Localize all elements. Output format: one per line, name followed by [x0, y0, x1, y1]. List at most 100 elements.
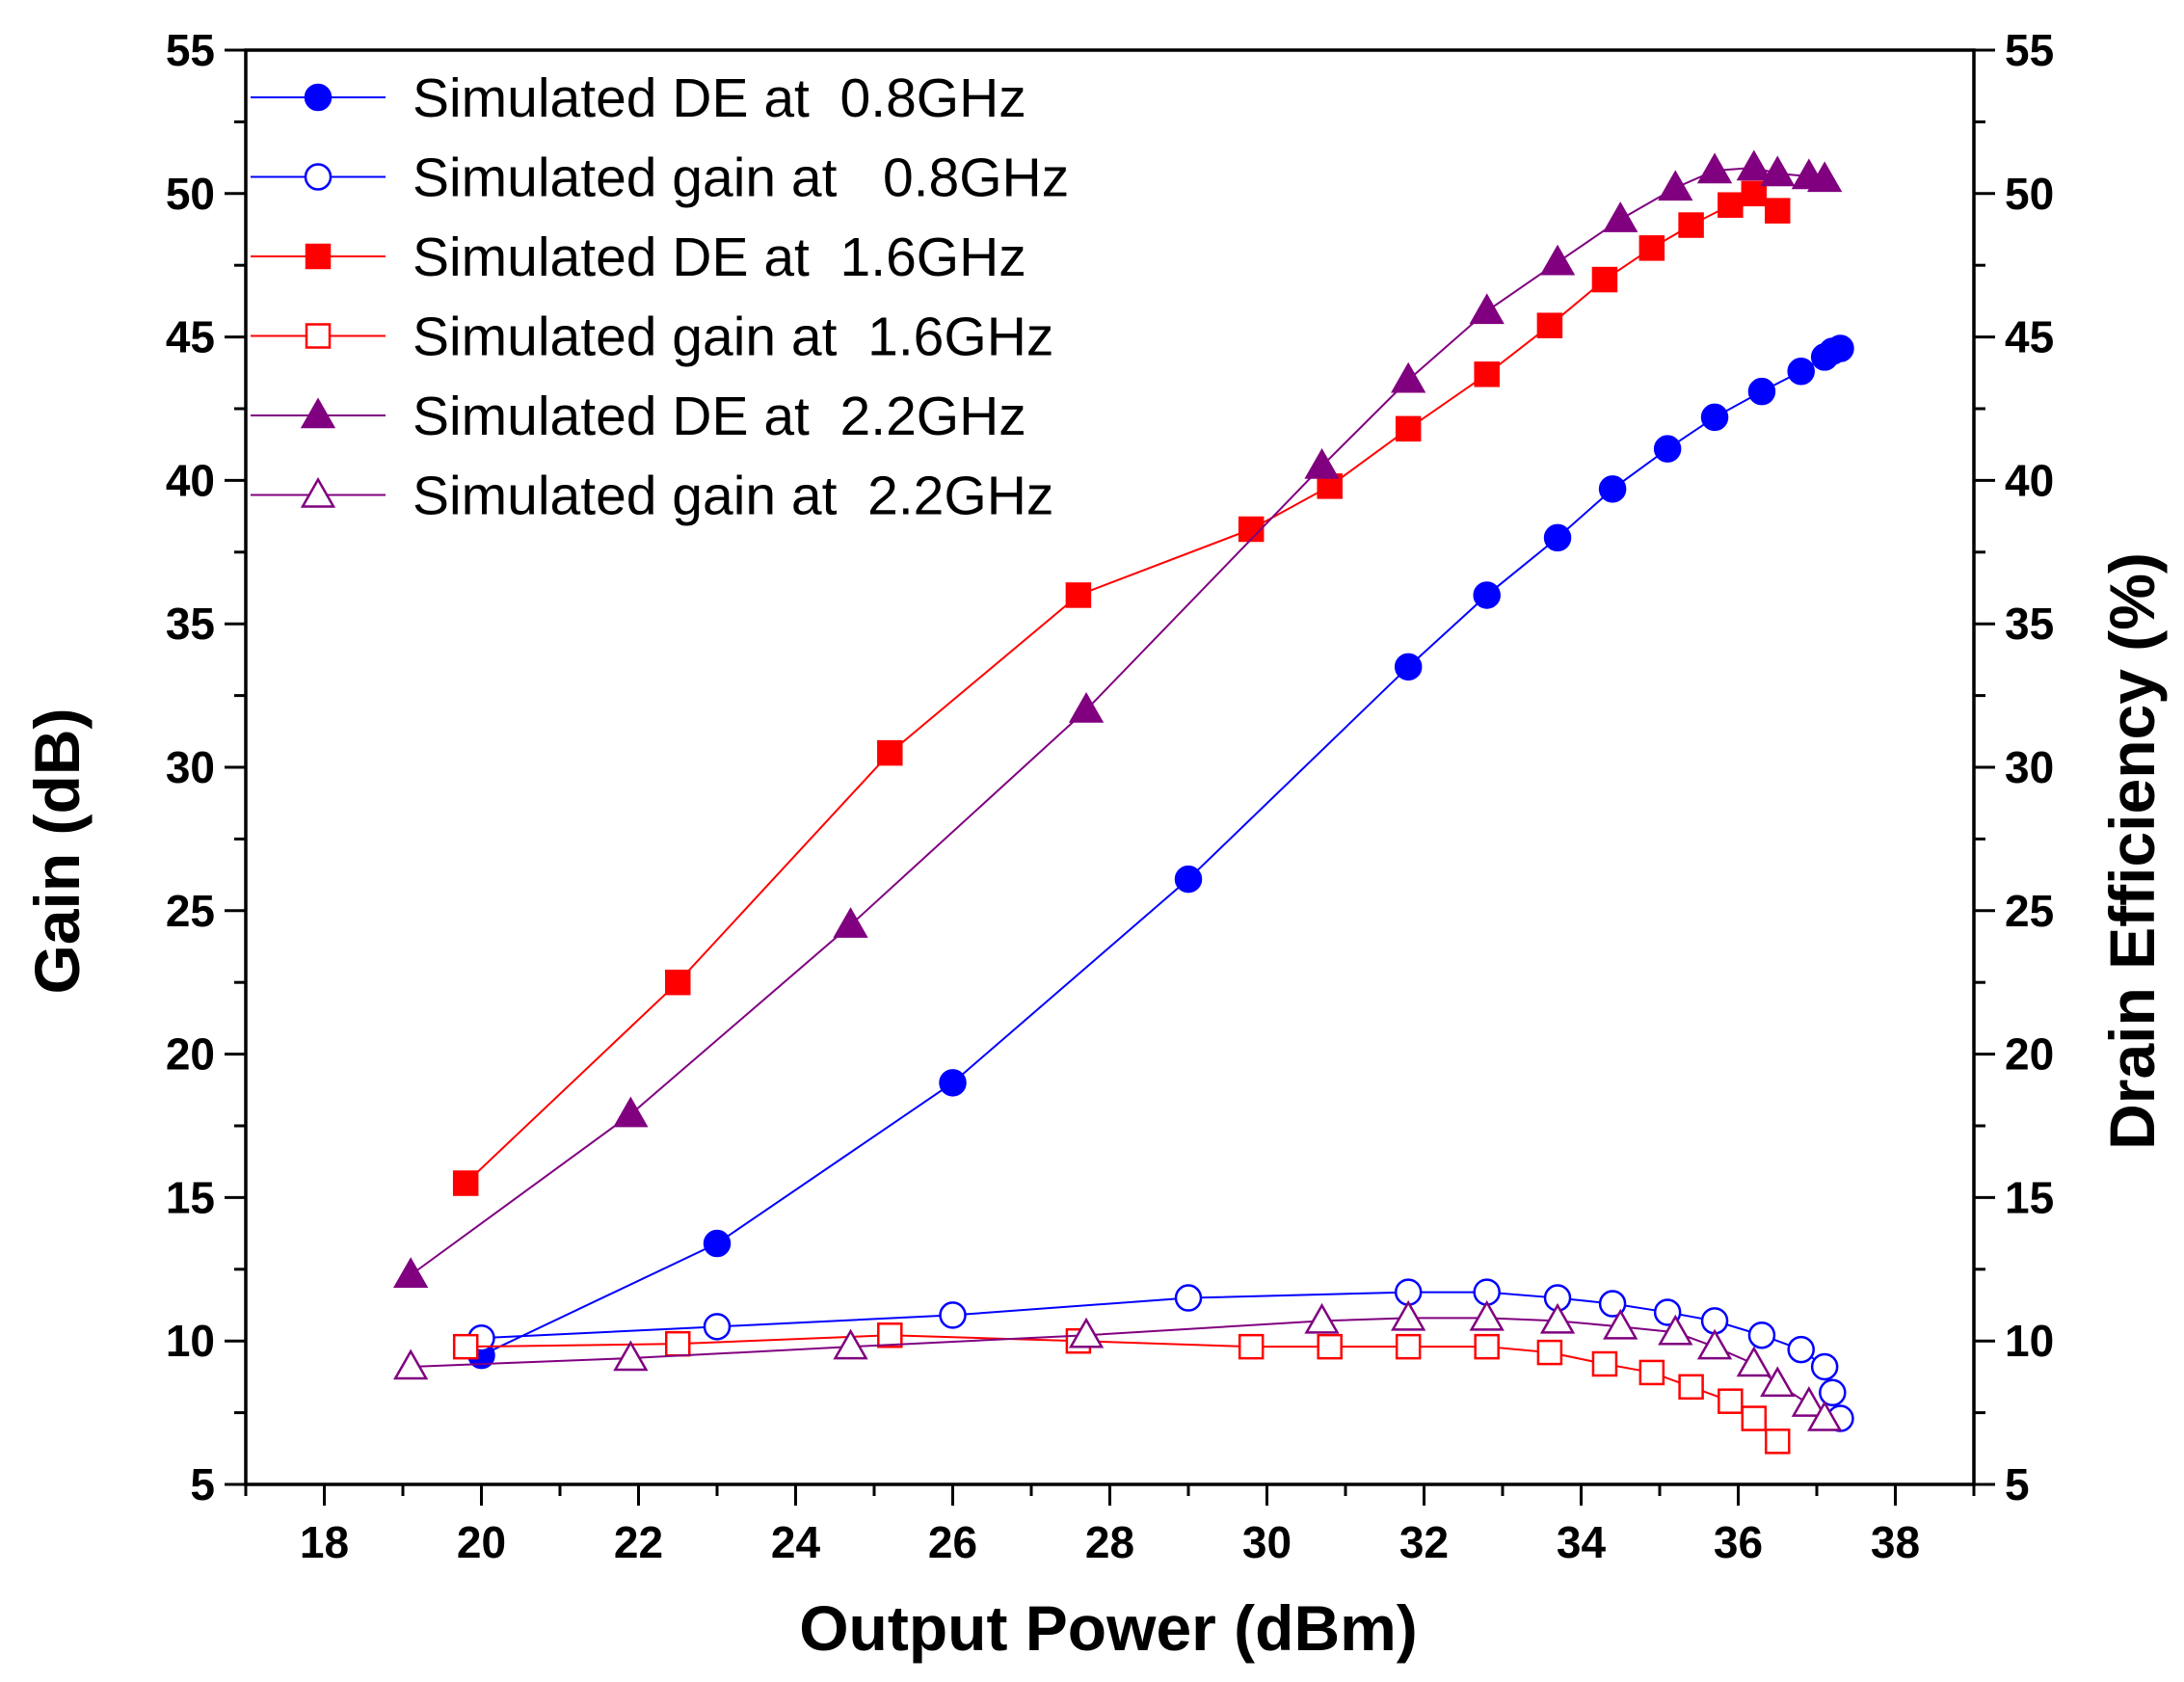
legend-item: Simulated gain at 0.8GHz: [251, 147, 1069, 209]
data-point: [1791, 1386, 1827, 1417]
data-point: [1787, 1335, 1815, 1364]
data-point: [1469, 1299, 1505, 1331]
data-point: [1536, 312, 1563, 338]
data-point: [1543, 523, 1572, 552]
data-point: [1638, 235, 1665, 261]
data-point: [1598, 475, 1627, 503]
data-point: [1395, 1333, 1422, 1360]
data-point: [703, 1313, 732, 1341]
legend-item: Simulated gain at 1.6GHz: [251, 307, 1053, 368]
data-point: [1810, 1352, 1839, 1381]
data-point: [452, 1333, 479, 1360]
legend-marker: [304, 83, 333, 112]
data-point: [1700, 403, 1729, 432]
data-point: [1678, 1374, 1704, 1401]
y-tick-label: 35: [166, 599, 215, 649]
x-tick-label: 26: [928, 1517, 977, 1567]
series-layer: [392, 149, 1854, 1455]
data-point: [877, 739, 903, 766]
data-point: [665, 969, 691, 996]
legend-item: Simulated gain at 2.2GHz: [251, 466, 1053, 527]
data-point: [1678, 212, 1704, 238]
x-tick-label: 18: [300, 1517, 349, 1567]
data-point: [452, 1170, 479, 1196]
x-tick-label: 38: [1871, 1517, 1920, 1567]
legend-label: Simulated DE at 1.6GHz: [413, 227, 1026, 288]
data-point: [1696, 152, 1733, 184]
data-point: [1806, 161, 1843, 193]
x-tick-label: 30: [1242, 1517, 1292, 1567]
data-point: [1658, 170, 1693, 201]
x-tick-label: 36: [1714, 1517, 1763, 1567]
legend-marker: [300, 397, 336, 429]
data-point: [1394, 653, 1423, 681]
x-tick-label: 32: [1399, 1517, 1449, 1567]
x-tick-label: 28: [1085, 1517, 1134, 1567]
x-axis-title: Output Power (dBm): [799, 1592, 1418, 1664]
y2-tick-label: 20: [2005, 1029, 2054, 1080]
x-tick-label: 24: [771, 1517, 821, 1567]
data-point: [1174, 1284, 1203, 1312]
y2-tick-label: 45: [2005, 312, 2054, 362]
series-5: [392, 149, 1843, 1289]
data-point: [939, 1301, 967, 1329]
data-point: [1603, 201, 1638, 232]
y-tick-label: 30: [166, 742, 215, 792]
y2-tick-label: 30: [2005, 742, 2054, 792]
data-point: [1718, 1388, 1744, 1414]
data-point: [1747, 377, 1776, 406]
data-point: [1696, 1328, 1733, 1360]
y-tick-label: 40: [166, 455, 215, 505]
legend-item: Simulated DE at 1.6GHz: [251, 227, 1026, 288]
legend: Simulated DE at 0.8GHz Simulated gain at …: [251, 67, 1069, 527]
y2-tick-label: 15: [2005, 1172, 2054, 1222]
legend-label: Simulated gain at 2.2GHz: [413, 466, 1053, 527]
data-point: [1653, 435, 1682, 463]
legend-label: Simulated DE at 2.2GHz: [413, 386, 1026, 447]
data-point: [703, 1229, 732, 1258]
data-point: [1741, 1405, 1768, 1431]
data-point: [1304, 1302, 1340, 1334]
y2-tick-label: 55: [2005, 25, 2054, 75]
data-point: [1536, 1339, 1563, 1366]
data-point: [1174, 865, 1203, 894]
data-point: [1065, 582, 1092, 608]
data-point: [665, 1330, 691, 1357]
data-point: [1317, 1333, 1343, 1360]
y2-tick-label: 35: [2005, 599, 2054, 649]
y2-tick-label: 50: [2005, 169, 2054, 219]
x-tick-label: 34: [1557, 1517, 1607, 1567]
legend-marker: [300, 476, 336, 508]
x-tick-label: 20: [457, 1517, 506, 1567]
data-point: [939, 1069, 967, 1097]
series-3: [452, 180, 1791, 1196]
data-point: [1598, 1290, 1627, 1318]
y2-tick-label: 40: [2005, 455, 2054, 505]
y-tick-label: 55: [166, 25, 215, 75]
data-point: [1591, 266, 1618, 293]
data-point: [1474, 361, 1500, 387]
y-tick-label: 25: [166, 886, 215, 936]
y-axis-title: Gain (dB): [21, 708, 93, 995]
y2-axis-title: Drain Efficiency (%): [2096, 552, 2168, 1150]
legend-label: Simulated DE at 0.8GHz: [413, 67, 1026, 129]
data-point: [1603, 1308, 1638, 1340]
data-point: [392, 1257, 429, 1289]
series-6: [392, 1299, 1843, 1431]
data-point: [1474, 1333, 1500, 1360]
data-point: [1718, 192, 1744, 218]
legend-label: Simulated gain at 0.8GHz: [413, 147, 1069, 209]
data-point: [833, 907, 868, 938]
data-point: [877, 1322, 903, 1348]
data-point: [1765, 1428, 1791, 1455]
data-point: [392, 1348, 429, 1380]
y-tick-label: 15: [166, 1172, 215, 1222]
data-point: [1736, 149, 1771, 181]
data-point: [1760, 1366, 1796, 1398]
data-point: [1760, 155, 1796, 187]
y2-tick-label: 5: [2005, 1459, 2030, 1509]
data-point: [1238, 516, 1265, 543]
